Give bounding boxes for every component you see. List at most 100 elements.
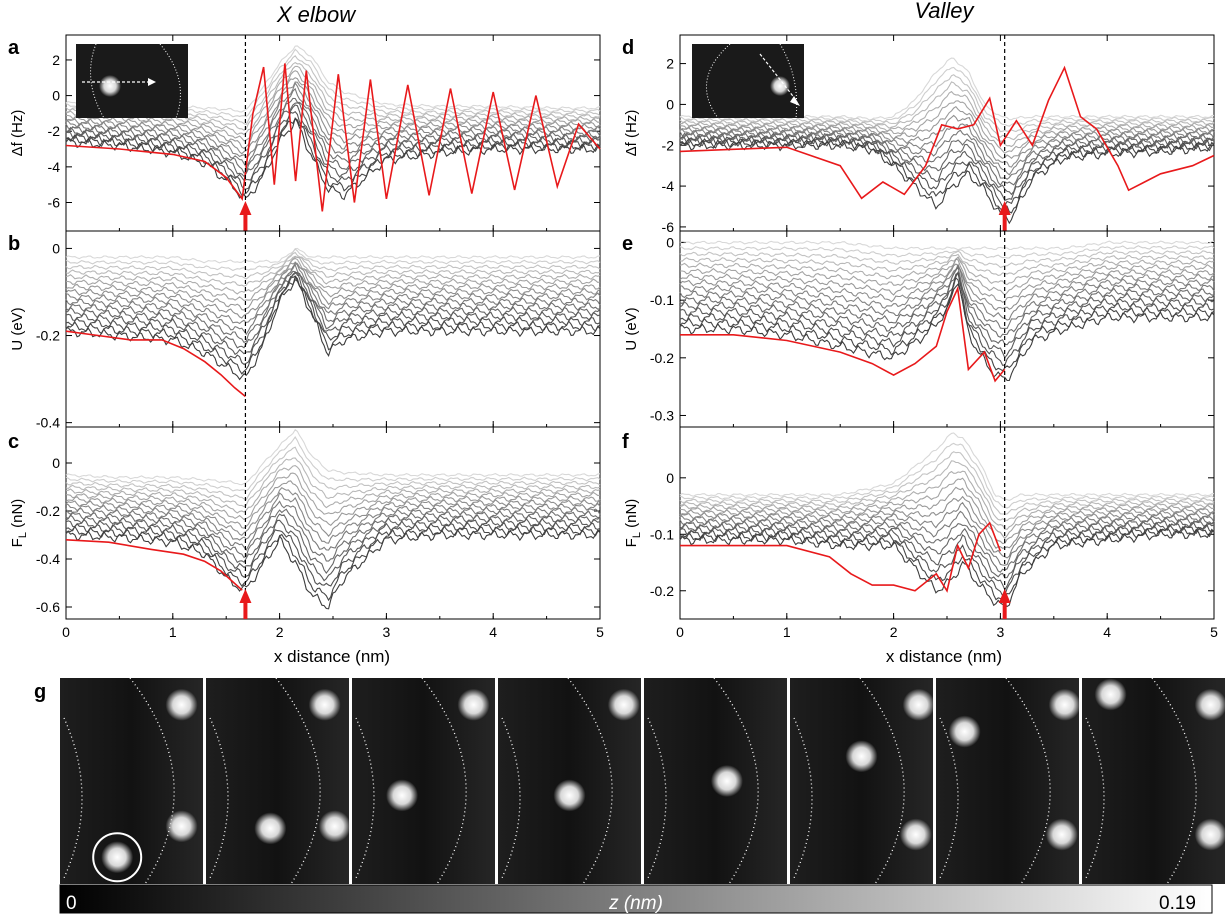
- boundary-line: [647, 717, 667, 879]
- red-arrow: [239, 201, 252, 231]
- highlight-trace: [65, 539, 243, 591]
- molecule-blob: [457, 688, 490, 721]
- x-tick-label: 0: [62, 624, 70, 640]
- gray-trace: [679, 123, 1215, 176]
- y-tick-label: -0.2: [650, 350, 674, 366]
- y-tick-label: 0: [666, 96, 674, 112]
- y-tick-label: -0.3: [650, 407, 674, 423]
- gray-trace: [679, 460, 1215, 522]
- gray-trace: [679, 256, 1215, 286]
- molecule-blob: [1194, 688, 1225, 721]
- gray-trace-group: [679, 432, 1215, 608]
- gray-trace: [65, 264, 601, 336]
- molecule-blob: [308, 688, 341, 721]
- y-tick-label: -2: [48, 123, 61, 139]
- y-tick-label: -4: [662, 178, 675, 194]
- gray-trace: [65, 428, 601, 486]
- boundary-line: [501, 717, 521, 879]
- panel-letter-f: f: [622, 431, 629, 453]
- gray-trace: [65, 528, 601, 610]
- boundary-line: [939, 717, 959, 879]
- gray-trace: [679, 253, 1215, 276]
- gray-trace: [679, 90, 1215, 148]
- red-arrow: [239, 589, 252, 619]
- gray-trace: [65, 465, 601, 514]
- panel-b-energy-elbow: -0.4 -0.2 0 U (eV): [9, 230, 601, 431]
- y-axis-label: U (eV): [9, 307, 26, 350]
- panel-d-delta-f-valley: -6 -4 -2 0 2 Δf (Hz): [623, 34, 1215, 235]
- molecule-blob: [318, 810, 351, 843]
- y-tick-label: 0: [666, 470, 674, 486]
- panel-letter-b: b: [8, 233, 20, 255]
- gray-trace: [65, 272, 601, 349]
- y-tick-label: -6: [662, 219, 675, 235]
- x-tick-label: 3: [997, 624, 1005, 640]
- y-tick-label: -0.2: [36, 503, 60, 519]
- x-tick-label: 5: [1210, 624, 1218, 640]
- y-tick-label: -6: [48, 194, 61, 210]
- gray-trace: [679, 270, 1215, 346]
- y-axis-label: Δf (Hz): [9, 110, 26, 157]
- molecule-blob: [165, 810, 198, 843]
- y-tick-label: -0.2: [650, 583, 674, 599]
- x-tick-label: 0: [676, 624, 684, 640]
- gray-trace: [679, 266, 1215, 321]
- gray-trace: [65, 104, 601, 182]
- x-tick-label: 2: [890, 624, 898, 640]
- gray-trace: [679, 451, 1215, 515]
- gray-trace-group: [65, 247, 601, 381]
- y-axis-label: U (eV): [623, 307, 640, 350]
- gray-trace: [65, 270, 601, 344]
- stm-frame: [790, 677, 935, 885]
- gray-trace: [65, 261, 601, 325]
- gray-trace: [679, 137, 1215, 214]
- colorbar-max-label: 0.19: [1159, 893, 1196, 914]
- gray-trace: [65, 525, 601, 602]
- gray-trace: [680, 477, 1215, 540]
- inset-image-elbow: [76, 43, 188, 119]
- colorbar-title: z (nm): [608, 893, 663, 914]
- x-tick-label: 5: [596, 624, 604, 640]
- gray-trace: [679, 519, 1215, 579]
- gray-trace: [65, 480, 601, 529]
- image-strip-panel-g: [60, 677, 1225, 885]
- gray-trace: [679, 271, 1215, 359]
- gray-trace: [679, 495, 1215, 549]
- molecule-blob: [902, 688, 935, 721]
- gray-trace: [65, 255, 601, 287]
- gray-trace-group: [65, 428, 601, 610]
- gray-trace: [679, 501, 1215, 559]
- panel-f-lateral-force-valley: -0.2 -0.1 0 0 1 2 3 4 5 FL (nN): [623, 426, 1218, 640]
- molecule-highlight-circle: [92, 832, 143, 883]
- y-tick-label: -0.2: [36, 328, 60, 344]
- y-tick-label: -0.1: [650, 292, 674, 308]
- molecule-blob: [948, 715, 981, 748]
- y-axis-label: FL (nN): [9, 499, 29, 548]
- molecule-blob: [101, 841, 134, 874]
- gray-trace: [679, 74, 1215, 133]
- gray-trace: [65, 517, 601, 582]
- highlight-trace: [680, 521, 1002, 593]
- gray-trace: [65, 472, 601, 521]
- x-tick-label: 3: [383, 624, 391, 640]
- gray-trace: [679, 521, 1215, 591]
- panel-letter-d: d: [622, 37, 634, 59]
- gray-trace: [679, 263, 1215, 329]
- y-tick-label: -2: [662, 137, 675, 153]
- y-axis-label: FL (nN): [623, 499, 643, 548]
- gray-trace: [679, 272, 1215, 366]
- stm-frame: [206, 677, 351, 885]
- gray-trace: [65, 97, 601, 174]
- gray-trace: [65, 435, 601, 492]
- highlight-trace: [65, 330, 246, 398]
- boundary-line: [1085, 717, 1105, 879]
- column-title-x-elbow: X elbow: [276, 2, 357, 27]
- gray-trace: [679, 442, 1215, 509]
- boundary-line: [355, 717, 375, 879]
- gray-trace: [65, 275, 601, 365]
- column-title-valley: Valley: [914, 0, 975, 23]
- gray-trace: [679, 516, 1215, 573]
- red-arrow: [998, 589, 1011, 619]
- gray-trace: [679, 470, 1215, 530]
